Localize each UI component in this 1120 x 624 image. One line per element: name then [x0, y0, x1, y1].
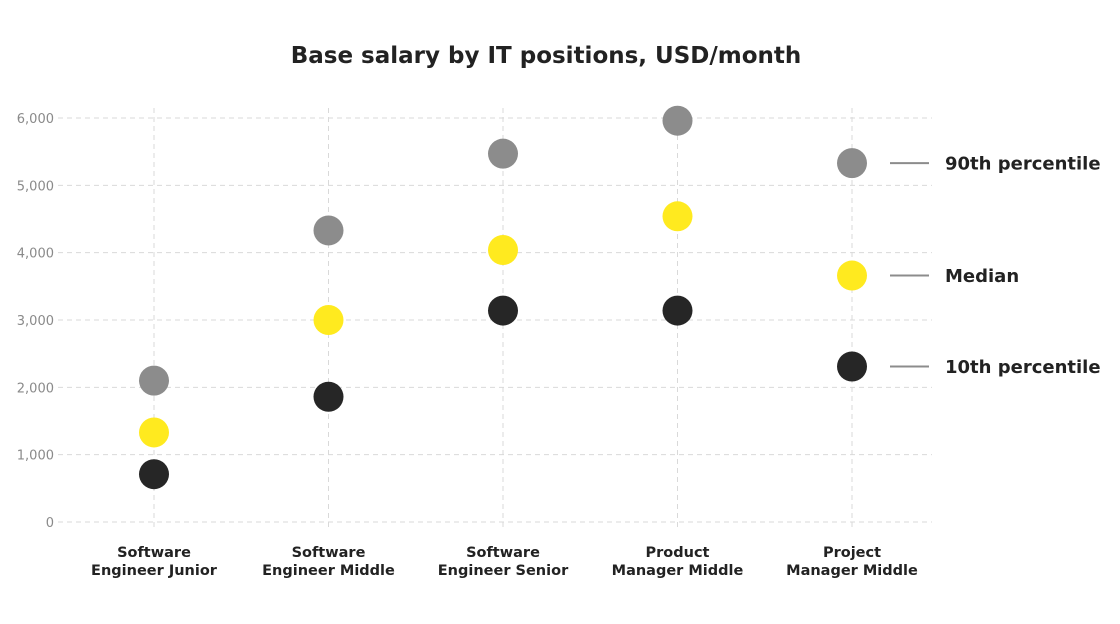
- legend: 90th percentile Median 10th percentile: [890, 154, 1101, 378]
- x-category-label-line: Project: [823, 545, 881, 561]
- y-tick-label: 3,000: [17, 314, 54, 329]
- data-point-10th-percentile: [488, 295, 518, 326]
- legend-label: 90th percentile: [945, 154, 1101, 175]
- data-point-90th-percentile: [837, 148, 867, 179]
- data-point-90th-percentile: [662, 105, 693, 136]
- data-point-median: [488, 234, 518, 265]
- x-category-label-line: Engineer Junior: [91, 563, 218, 579]
- x-axis-categories: Software Engineer Junior Software Engineer …: [91, 545, 918, 579]
- data-point-10th-percentile: [837, 351, 867, 382]
- x-category-label: Software Engineer Junior: [91, 545, 218, 579]
- data-point-90th-percentile: [139, 365, 169, 396]
- legend-label: 10th percentile: [945, 357, 1101, 378]
- x-category-label-line: Software: [117, 545, 191, 561]
- data-point-90th-percentile: [313, 215, 344, 246]
- data-point-median: [662, 201, 693, 232]
- y-tick-label: 0: [46, 516, 54, 531]
- x-category-label-line: Software: [466, 545, 540, 561]
- y-tick-label: 5,000: [17, 179, 54, 194]
- x-category-label-line: Software: [292, 545, 366, 561]
- data-points: [139, 105, 867, 490]
- x-category-label: Project Manager Middle: [786, 545, 918, 579]
- data-point-10th-percentile: [662, 295, 693, 326]
- data-point-median: [139, 417, 169, 448]
- x-category-label-line: Engineer Middle: [262, 563, 395, 579]
- legend-label: Median: [945, 266, 1019, 287]
- y-tick-label: 4,000: [17, 247, 54, 262]
- x-category-label-line: Manager Middle: [612, 563, 744, 579]
- chart-title: Base salary by IT positions, USD/month: [291, 43, 802, 69]
- x-category-label-line: Product: [646, 545, 710, 561]
- y-tick-label: 6,000: [17, 112, 54, 127]
- x-category-label-line: Manager Middle: [786, 563, 918, 579]
- y-tick-label: 2,000: [17, 381, 54, 396]
- x-category-label: Software Engineer Middle: [262, 545, 395, 579]
- data-point-10th-percentile: [139, 459, 169, 490]
- y-axis-ticks: 0 1,000 2,000 3,000 4,000 5,000 6,000: [17, 112, 54, 531]
- data-point-90th-percentile: [488, 138, 518, 169]
- data-point-10th-percentile: [313, 381, 344, 412]
- x-category-label-line: Engineer Senior: [438, 563, 569, 579]
- x-category-label: Product Manager Middle: [612, 545, 744, 579]
- data-point-median: [313, 305, 344, 335]
- y-tick-label: 1,000: [17, 449, 54, 464]
- data-point-median: [837, 260, 867, 291]
- x-category-label: Software Engineer Senior: [438, 545, 569, 579]
